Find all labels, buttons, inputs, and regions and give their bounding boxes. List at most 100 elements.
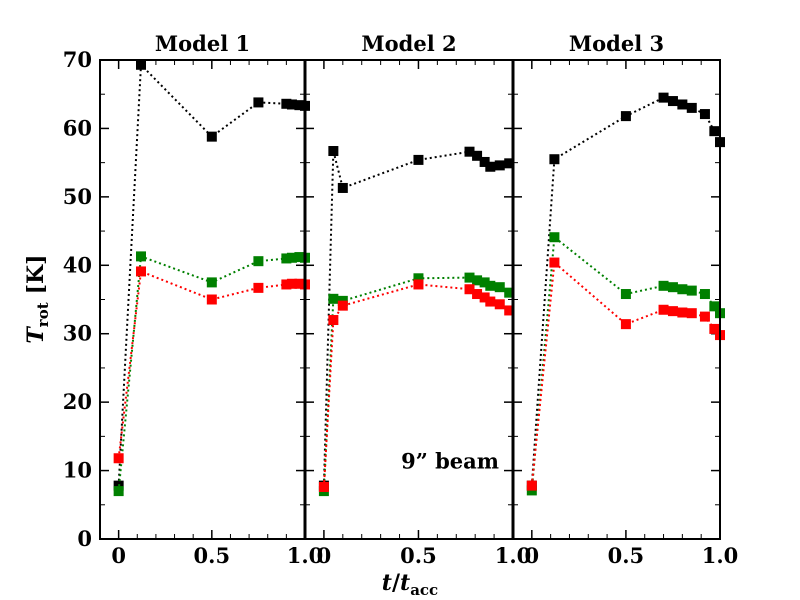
y-tick-label: 0 [77, 526, 92, 551]
data-point-black [677, 99, 688, 110]
data-point-black [504, 158, 515, 169]
x-tick-label: 1.0 [702, 543, 739, 568]
data-point-black [658, 92, 669, 103]
data-point-black [413, 154, 424, 165]
data-point-black [667, 96, 678, 107]
data-point-green [494, 282, 505, 293]
data-point-red [413, 279, 424, 290]
data-point-green [472, 275, 483, 286]
data-point-red [677, 307, 688, 318]
data-point-green [667, 282, 678, 293]
data-point-green [206, 277, 217, 288]
data-point-red [472, 289, 483, 300]
panel-2: 0 0.5 1.0 Model 2 9” beam [304, 31, 532, 568]
data-point-red [479, 292, 490, 303]
data-point-red [549, 257, 560, 268]
data-point-green [328, 293, 339, 304]
data-point-red [504, 305, 515, 316]
data-point-green [699, 289, 710, 300]
data-point-black [494, 160, 505, 171]
data-point-green [294, 252, 305, 263]
data-point-green [485, 280, 496, 291]
data-point-red [485, 296, 496, 307]
data-point-black [464, 146, 475, 157]
data-point-red [464, 284, 475, 295]
data-point-red [328, 315, 339, 326]
y-tick-label: 10 [63, 458, 92, 483]
panel-1: 0 10 20 30 40 50 60 70 0 0.5 1.0 Model 1 [63, 31, 324, 568]
y-tick-label: 40 [63, 252, 92, 277]
y-tick-label: 30 [63, 321, 92, 346]
data-point-red [136, 266, 146, 277]
data-point-green [464, 272, 475, 283]
x-axis-label: t/tacc [382, 570, 438, 599]
data-point-green [286, 252, 297, 263]
data-point-red [206, 294, 217, 305]
data-point-red [494, 299, 505, 310]
data-point-black [337, 182, 348, 193]
data-point-green [549, 232, 560, 243]
y-tick-label: 50 [63, 184, 92, 209]
data-point-red [686, 308, 697, 319]
y-axis-label: Trot[K] [23, 254, 52, 343]
data-point-black [206, 131, 217, 142]
series-line-black [530, 96, 721, 486]
data-point-red [620, 319, 631, 330]
data-point-red [658, 304, 669, 315]
data-point-black [479, 156, 490, 167]
panel-title: Model 1 [155, 31, 250, 56]
data-point-red [526, 480, 537, 491]
series-line-red [117, 270, 306, 459]
data-point-black [485, 161, 496, 172]
plot-area: 0 10 20 30 40 50 60 70 0 0.5 1.0 Model 1 0 0.5 1.0 Mode… [63, 31, 739, 568]
x-tick-label: 1.0 [287, 543, 324, 568]
panel-frame [99, 59, 306, 540]
x-tick-label: 0.5 [194, 543, 231, 568]
data-point-green [136, 251, 146, 262]
series-line-green [530, 235, 721, 491]
data-point-black [686, 102, 697, 113]
data-point-green [281, 253, 292, 264]
data-point-black [328, 146, 339, 157]
panel-3: 0 0.5 1.0 Model 3 [512, 31, 739, 568]
series-line-black [117, 62, 306, 486]
panel-title: Model 2 [361, 31, 456, 56]
data-point-green [658, 280, 669, 291]
data-point-black [294, 100, 305, 111]
data-point-green [253, 256, 264, 267]
data-point-black [253, 97, 264, 108]
y-tick-label: 20 [63, 389, 92, 414]
x-tick-label: 0 [317, 543, 332, 568]
series-line-red [530, 260, 721, 486]
series-line-green [117, 255, 306, 492]
data-point-black [620, 111, 631, 122]
data-point-red [294, 278, 305, 289]
beam-annotation: 9” beam [401, 449, 499, 474]
data-point-black [709, 126, 720, 137]
data-point-green [677, 284, 688, 295]
y-tick-label: 70 [63, 47, 92, 72]
data-point-red [667, 306, 678, 317]
data-point-black [281, 98, 292, 109]
panel-title: Model 3 [569, 31, 664, 56]
data-point-red [113, 453, 124, 464]
data-point-green [479, 277, 490, 288]
data-point-black [549, 154, 560, 165]
x-tick-label: 0.5 [608, 543, 645, 568]
data-point-black [699, 109, 710, 120]
x-tick-label: 1.0 [495, 543, 532, 568]
data-point-green [413, 273, 424, 284]
data-point-red [699, 311, 710, 322]
x-tick-label: 0 [111, 543, 126, 568]
series-line-red [322, 283, 510, 488]
x-tick-label: 0.5 [400, 543, 437, 568]
data-point-red [318, 481, 329, 492]
data-point-green [620, 289, 631, 300]
data-point-green [504, 287, 515, 298]
data-point-green [709, 301, 720, 312]
data-point-green [686, 285, 697, 296]
data-point-black [286, 99, 297, 110]
data-point-black [136, 59, 146, 70]
x-tick-label: 0 [525, 543, 540, 568]
